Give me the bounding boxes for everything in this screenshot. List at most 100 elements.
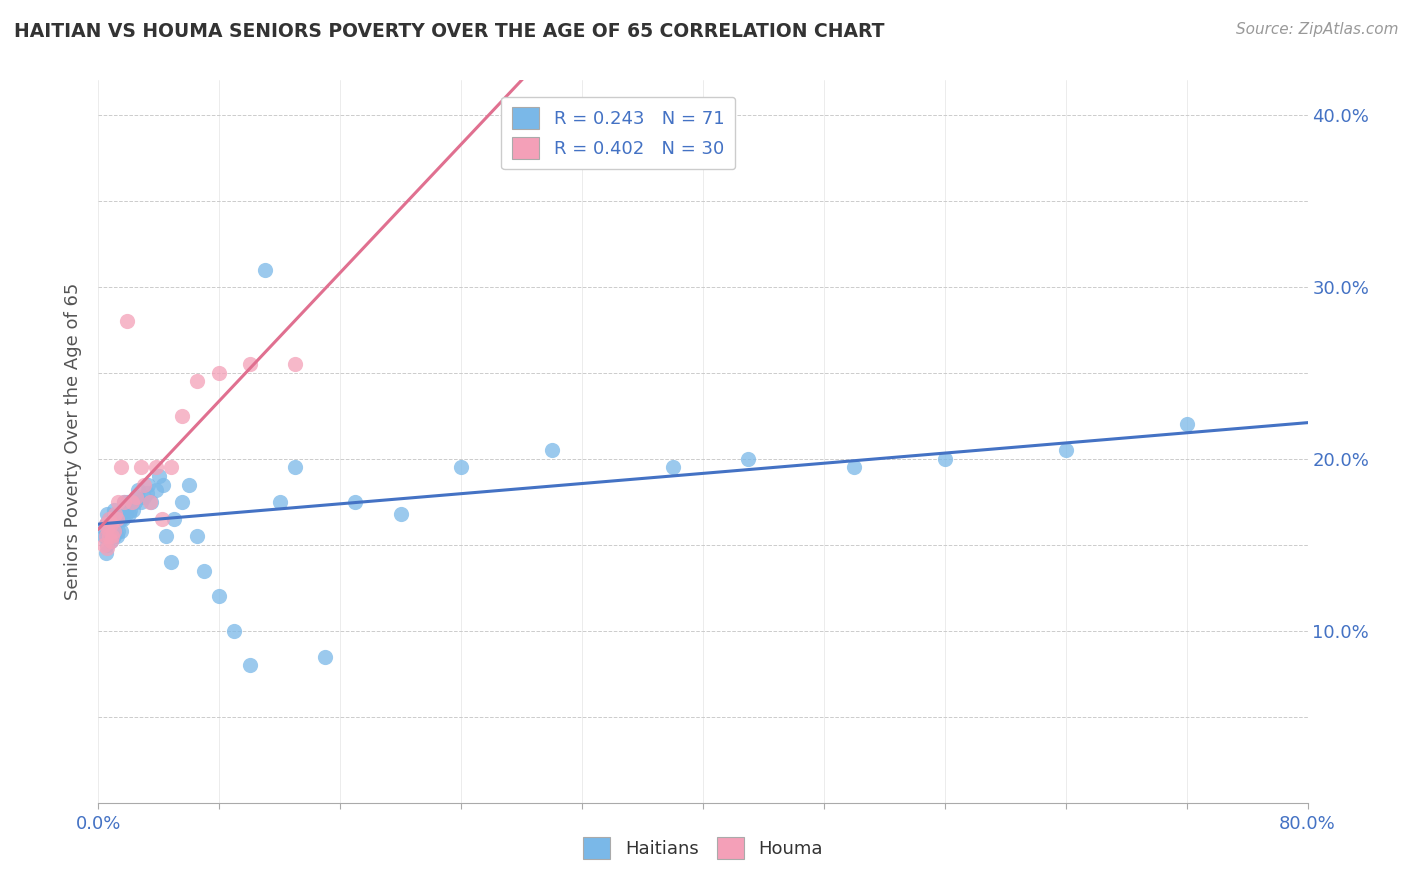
- Y-axis label: Seniors Poverty Over the Age of 65: Seniors Poverty Over the Age of 65: [65, 283, 83, 600]
- Point: [101, 529, 124, 543]
- Point: [114, 507, 136, 521]
- Point: [104, 507, 127, 521]
- Point: [100, 524, 122, 538]
- Point: [139, 494, 162, 508]
- Point: [105, 529, 128, 543]
- Point: [96, 538, 118, 552]
- Point: [239, 658, 262, 673]
- Point: [93, 520, 115, 534]
- Point: [132, 477, 155, 491]
- Point: [239, 357, 262, 371]
- Point: [122, 503, 145, 517]
- Point: [160, 555, 183, 569]
- Point: [110, 460, 132, 475]
- Point: [103, 503, 125, 517]
- Point: [101, 529, 124, 543]
- Point: [208, 366, 231, 380]
- Point: [98, 512, 121, 526]
- Point: [93, 529, 115, 543]
- Point: [96, 525, 118, 540]
- Point: [103, 524, 125, 538]
- Point: [96, 541, 118, 556]
- Point: [121, 494, 143, 508]
- Point: [170, 409, 193, 423]
- Text: HAITIAN VS HOUMA SENIORS POVERTY OVER THE AGE OF 65 CORRELATION CHART: HAITIAN VS HOUMA SENIORS POVERTY OVER TH…: [14, 22, 884, 41]
- Point: [145, 460, 167, 475]
- Point: [107, 494, 129, 508]
- Point: [103, 520, 125, 534]
- Point: [844, 460, 866, 475]
- Point: [125, 490, 148, 504]
- Point: [98, 529, 121, 543]
- Point: [120, 503, 142, 517]
- Point: [141, 494, 163, 508]
- Point: [186, 375, 208, 389]
- Point: [107, 524, 129, 538]
- Point: [101, 517, 124, 532]
- Point: [115, 314, 138, 328]
- Point: [98, 529, 121, 543]
- Point: [284, 460, 307, 475]
- Point: [124, 494, 146, 508]
- Point: [100, 534, 122, 549]
- Legend: Haitians, Houma: Haitians, Houma: [576, 830, 830, 866]
- Point: [269, 494, 291, 508]
- Point: [112, 494, 135, 508]
- Point: [344, 494, 367, 508]
- Point: [163, 512, 186, 526]
- Point: [94, 529, 117, 543]
- Point: [121, 494, 143, 508]
- Point: [450, 460, 472, 475]
- Point: [737, 451, 759, 466]
- Point: [110, 512, 132, 526]
- Point: [107, 507, 129, 521]
- Point: [193, 564, 215, 578]
- Point: [135, 486, 157, 500]
- Point: [152, 477, 174, 491]
- Point: [100, 517, 122, 532]
- Point: [170, 494, 193, 508]
- Point: [94, 517, 117, 532]
- Point: [129, 494, 152, 508]
- Point: [110, 524, 132, 538]
- Point: [125, 490, 148, 504]
- Point: [389, 507, 412, 521]
- Point: [98, 520, 121, 534]
- Point: [145, 483, 167, 497]
- Point: [160, 460, 183, 475]
- Point: [94, 529, 117, 543]
- Point: [104, 524, 127, 538]
- Point: [115, 494, 138, 508]
- Point: [96, 520, 118, 534]
- Point: [127, 483, 149, 497]
- Point: [96, 517, 118, 532]
- Point: [186, 529, 208, 543]
- Point: [284, 357, 307, 371]
- Point: [96, 507, 118, 521]
- Point: [208, 590, 231, 604]
- Point: [155, 529, 177, 543]
- Point: [132, 490, 155, 504]
- Point: [1175, 417, 1198, 432]
- Point: [314, 649, 336, 664]
- Point: [100, 534, 122, 549]
- Point: [94, 546, 117, 560]
- Point: [934, 451, 956, 466]
- Point: [540, 443, 562, 458]
- Point: [224, 624, 246, 638]
- Point: [1054, 443, 1077, 458]
- Point: [148, 469, 170, 483]
- Point: [150, 512, 173, 526]
- Point: [103, 529, 125, 543]
- Point: [108, 512, 131, 526]
- Point: [93, 538, 115, 552]
- Point: [105, 512, 128, 526]
- Point: [129, 460, 152, 475]
- Point: [112, 494, 135, 508]
- Point: [94, 517, 117, 532]
- Point: [179, 477, 201, 491]
- Point: [104, 507, 127, 521]
- Point: [98, 512, 121, 526]
- Point: [105, 512, 128, 526]
- Point: [253, 262, 276, 277]
